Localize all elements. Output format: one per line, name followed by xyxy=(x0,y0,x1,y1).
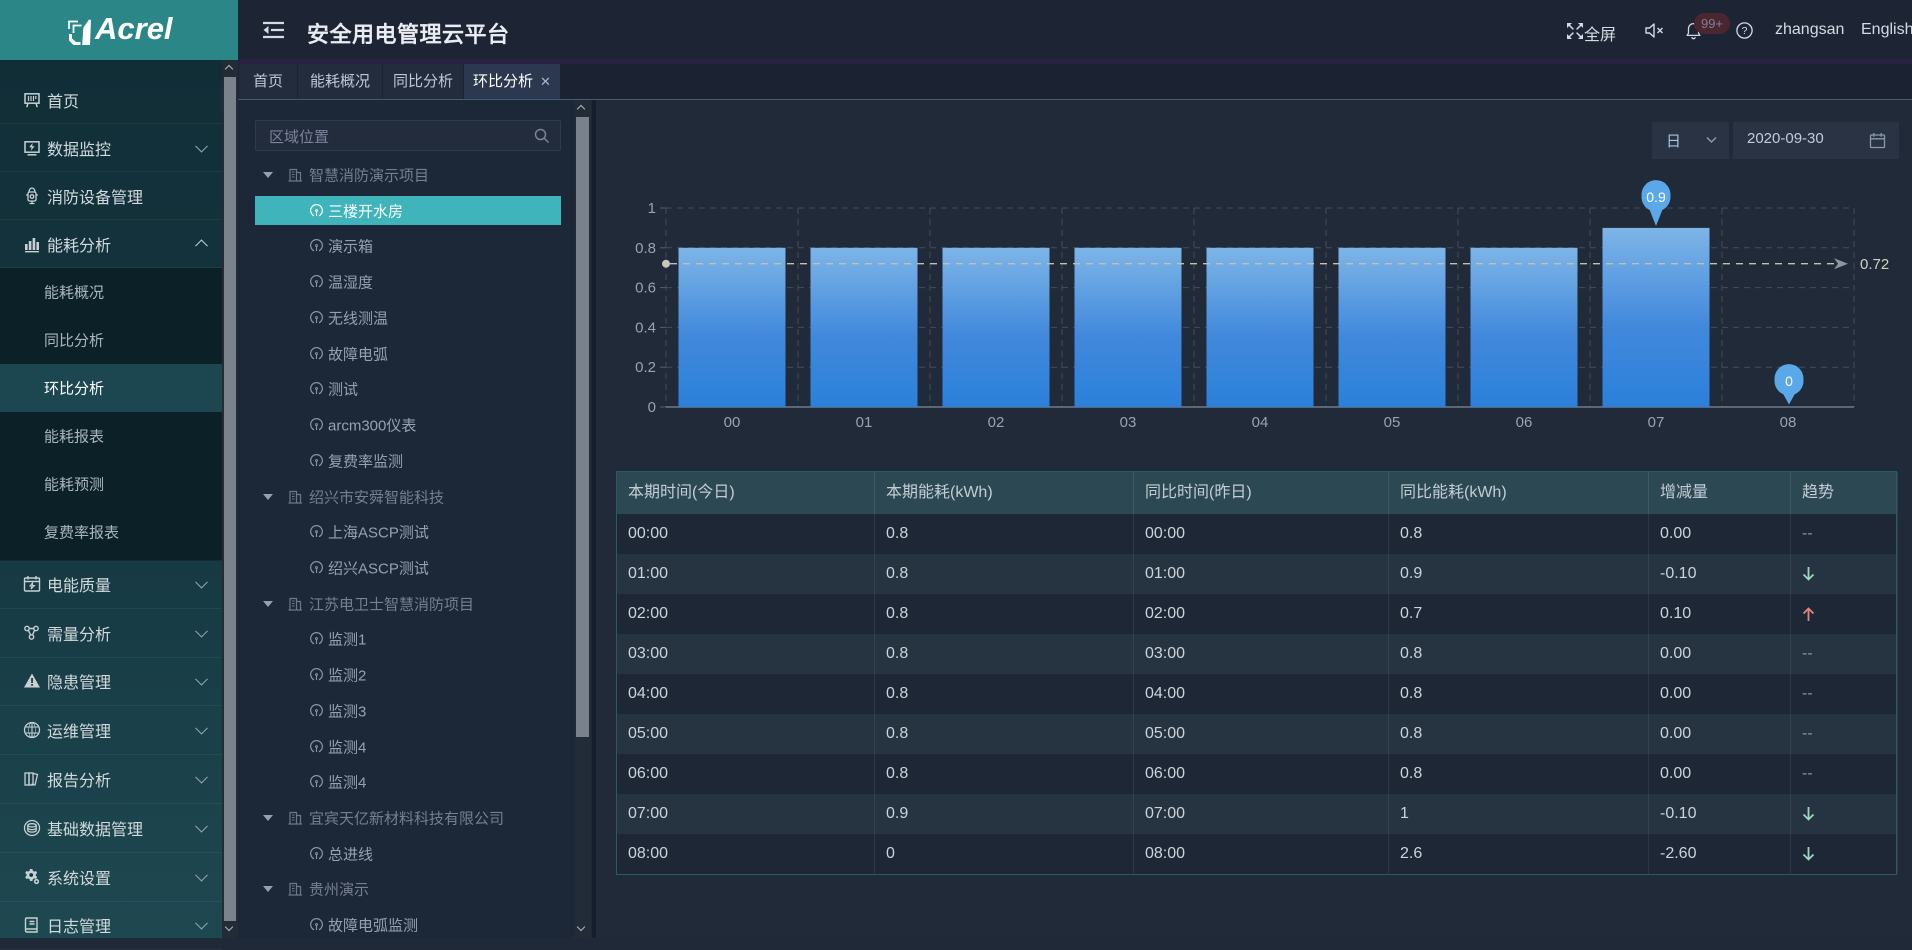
svg-text:?: ? xyxy=(1742,25,1748,37)
svg-text:00: 00 xyxy=(724,414,741,431)
svg-text:01: 01 xyxy=(856,414,873,431)
svg-text:0.72: 0.72 xyxy=(1860,256,1889,273)
svg-text:0.4: 0.4 xyxy=(635,319,656,336)
svg-text:0: 0 xyxy=(648,399,656,416)
svg-text:08: 08 xyxy=(1780,414,1797,431)
svg-text:06: 06 xyxy=(1516,414,1533,431)
svg-text:0: 0 xyxy=(1785,373,1793,389)
svg-text:04: 04 xyxy=(1252,414,1269,431)
svg-text:0.8: 0.8 xyxy=(635,240,656,257)
svg-text:03: 03 xyxy=(1120,414,1137,431)
svg-text:0.6: 0.6 xyxy=(635,280,656,297)
svg-text:0.9: 0.9 xyxy=(1646,189,1666,205)
svg-text:1: 1 xyxy=(648,200,656,217)
svg-text:07: 07 xyxy=(1648,414,1665,431)
svg-text:02: 02 xyxy=(988,414,1005,431)
svg-text:0.2: 0.2 xyxy=(635,359,656,376)
svg-text:05: 05 xyxy=(1384,414,1401,431)
